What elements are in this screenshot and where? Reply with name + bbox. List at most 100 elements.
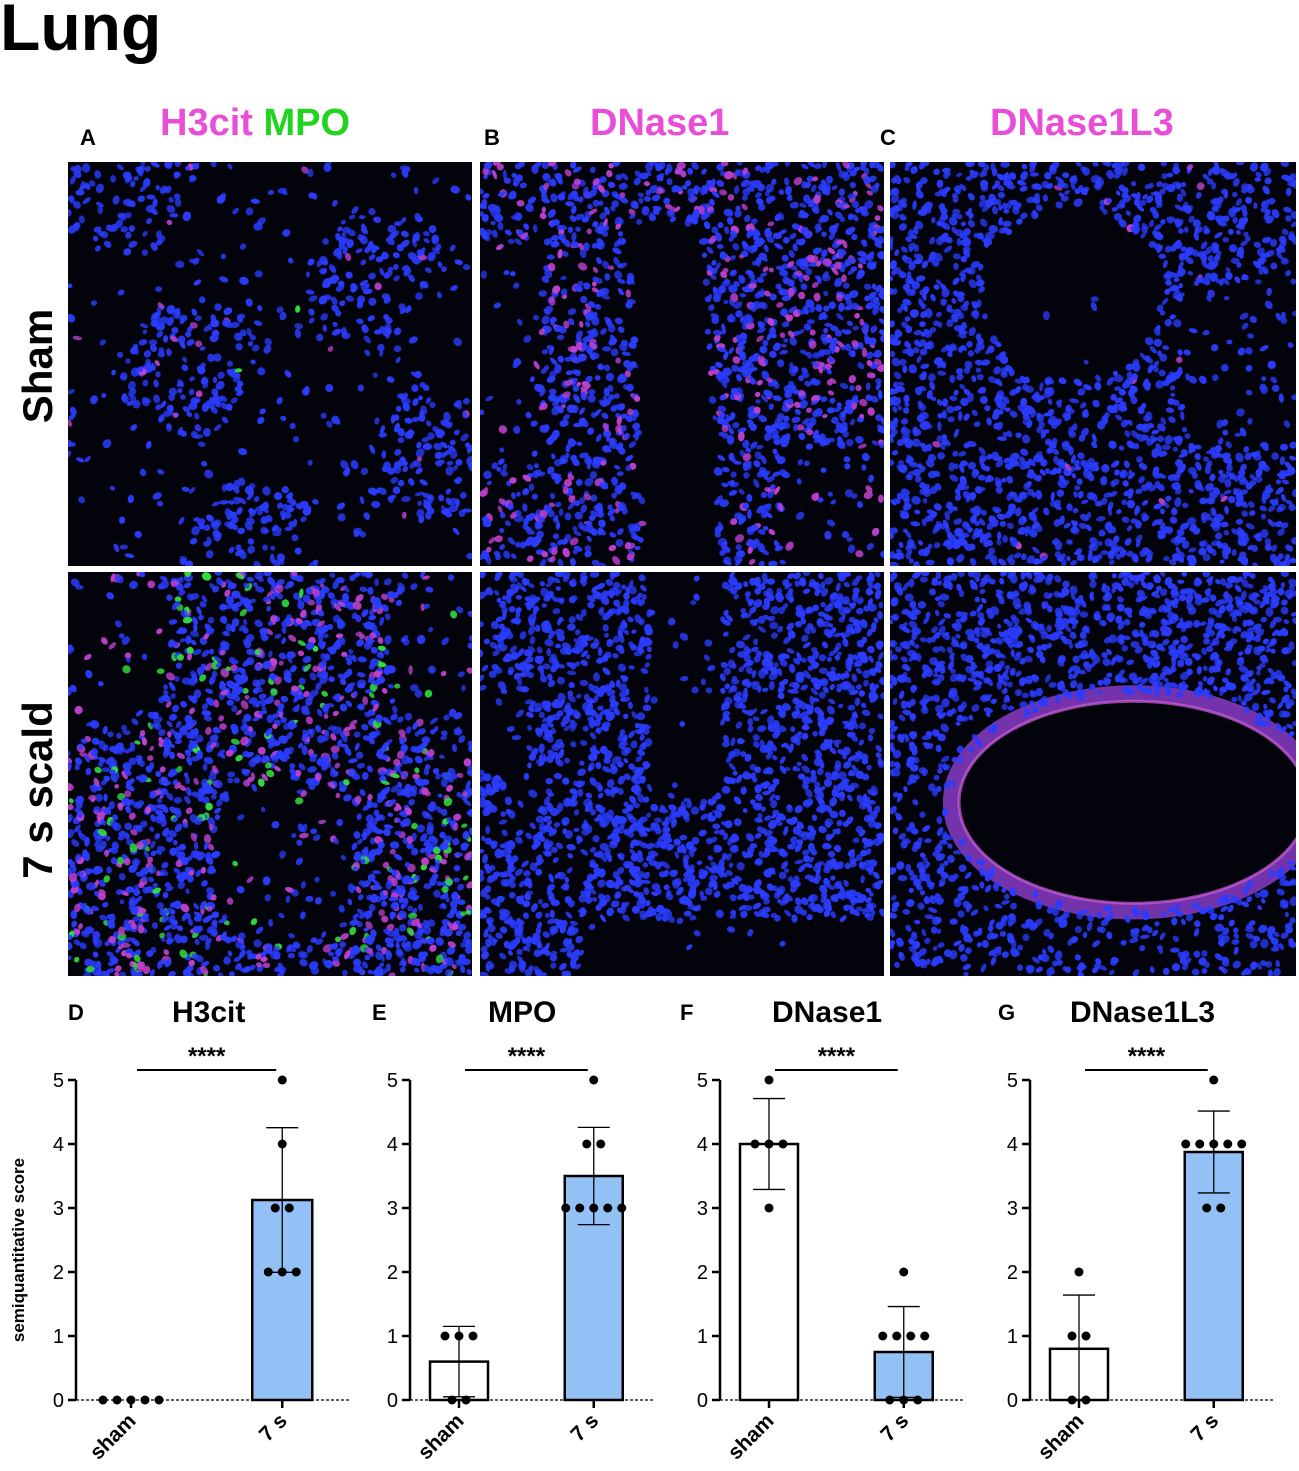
data-point xyxy=(906,1331,916,1341)
data-point xyxy=(1074,1267,1084,1277)
data-point xyxy=(284,1203,294,1213)
data-point xyxy=(561,1203,571,1213)
y-tick-label: 4 xyxy=(1007,1134,1018,1156)
x-tick-label: sham xyxy=(85,1409,140,1464)
data-point xyxy=(899,1267,909,1277)
micrograph-c-sham xyxy=(890,162,1296,566)
panel-letter-a: A xyxy=(80,125,96,150)
y-tick-label: 0 xyxy=(697,1390,708,1412)
data-point xyxy=(885,1395,895,1405)
data-point xyxy=(1237,1139,1247,1149)
micrograph-b-scald xyxy=(480,572,884,976)
x-tick-label: 7 s xyxy=(255,1409,292,1446)
data-point xyxy=(603,1203,613,1213)
bar-chart-e: 0 1 2 3 4 5 sham 7 s **** xyxy=(387,1043,655,1464)
y-tick-label: 2 xyxy=(53,1262,64,1284)
y-tick-label: 1 xyxy=(387,1326,398,1348)
micrograph-c-scald xyxy=(890,572,1296,976)
y-tick-label: 3 xyxy=(1007,1198,1018,1220)
y-tick-label: 1 xyxy=(53,1326,64,1348)
y-tick-label: 3 xyxy=(53,1198,64,1220)
significance-label: **** xyxy=(508,1043,546,1070)
x-tick-label: 7 s xyxy=(1186,1409,1223,1446)
data-point xyxy=(878,1331,888,1341)
data-point xyxy=(277,1139,287,1149)
data-point xyxy=(1209,1139,1219,1149)
heading-dnase1: DNase1 xyxy=(590,102,730,144)
significance-label: **** xyxy=(1128,1043,1166,1070)
data-point xyxy=(617,1203,627,1213)
data-point xyxy=(447,1395,457,1405)
y-tick-label: 5 xyxy=(697,1070,708,1092)
data-point xyxy=(277,1267,287,1277)
data-point xyxy=(454,1331,464,1341)
data-point xyxy=(112,1395,122,1405)
data-point xyxy=(596,1139,606,1149)
y-tick-label: 0 xyxy=(53,1390,64,1412)
y-tick-label: 2 xyxy=(1007,1262,1018,1284)
y-tick-label: 1 xyxy=(697,1326,708,1348)
panel-letter-c: C xyxy=(880,125,896,150)
micrograph-a-scald xyxy=(68,572,472,976)
data-point xyxy=(589,1203,599,1213)
data-point xyxy=(263,1267,273,1277)
data-point xyxy=(440,1331,450,1341)
x-tick-label: sham xyxy=(1033,1409,1088,1464)
data-point xyxy=(461,1395,471,1405)
significance-label: **** xyxy=(818,1043,856,1070)
y-tick-label: 1 xyxy=(1007,1326,1018,1348)
y-tick-label: 0 xyxy=(387,1390,398,1412)
y-tick-label: 4 xyxy=(53,1134,64,1156)
micrograph-a-sham xyxy=(68,162,472,566)
data-point xyxy=(1223,1139,1233,1149)
data-point xyxy=(892,1331,902,1341)
y-tick-label: 2 xyxy=(387,1262,398,1284)
data-point xyxy=(277,1075,287,1085)
data-point xyxy=(1202,1203,1212,1213)
data-point xyxy=(1209,1075,1219,1085)
bar-chart-d: 0 1 2 3 4 5 semiquantitative score sham 7 s **** xyxy=(9,1043,351,1464)
row-label-7s-scald: 7 s scald xyxy=(14,701,61,879)
x-tick-label: 7 s xyxy=(876,1409,913,1446)
data-point xyxy=(913,1395,923,1405)
y-tick-label: 4 xyxy=(387,1134,398,1156)
data-point xyxy=(1081,1395,1091,1405)
x-tick-label: sham xyxy=(723,1409,778,1464)
data-point xyxy=(1067,1395,1077,1405)
data-point xyxy=(1181,1139,1191,1149)
data-point xyxy=(140,1395,150,1405)
micrograph-b-sham xyxy=(480,162,884,566)
data-point xyxy=(920,1331,930,1341)
data-point xyxy=(575,1203,585,1213)
column-heading-b: DNase1 xyxy=(590,102,729,145)
column-heading-c: DNase1L3 xyxy=(990,102,1174,145)
chart-title-f: DNase1 xyxy=(772,996,883,1029)
y-tick-label: 3 xyxy=(387,1198,398,1220)
data-point xyxy=(291,1267,301,1277)
y-tick-label: 5 xyxy=(387,1070,398,1092)
data-point xyxy=(1195,1139,1205,1149)
data-point xyxy=(468,1331,478,1341)
y-tick-label: 2 xyxy=(697,1262,708,1284)
heading-h3cit: H3cit xyxy=(160,102,253,144)
row-label-sham: Sham xyxy=(14,308,61,424)
figure-title: Lung xyxy=(0,0,162,64)
data-point xyxy=(1216,1203,1226,1213)
heading-mpo: MPO xyxy=(263,102,351,144)
chart-title-d: H3cit xyxy=(172,996,246,1029)
data-point xyxy=(899,1395,909,1405)
data-point xyxy=(764,1075,774,1085)
data-point xyxy=(764,1139,774,1149)
heading-dnase1l3: DNase1L3 xyxy=(990,102,1174,144)
data-point xyxy=(154,1395,164,1405)
y-tick-label: 0 xyxy=(1007,1390,1018,1412)
y-tick-label: 4 xyxy=(697,1134,708,1156)
data-point xyxy=(778,1139,788,1149)
data-point xyxy=(98,1395,108,1405)
panel-letter-g: G xyxy=(998,1000,1016,1025)
chart-title-e: MPO xyxy=(488,996,557,1029)
data-point xyxy=(126,1395,136,1405)
panel-letter-d: D xyxy=(68,1000,84,1025)
bar-chart-f: 0 1 2 3 4 5 sham 7 s **** xyxy=(697,1043,965,1464)
y-tick-label: 3 xyxy=(697,1198,708,1220)
